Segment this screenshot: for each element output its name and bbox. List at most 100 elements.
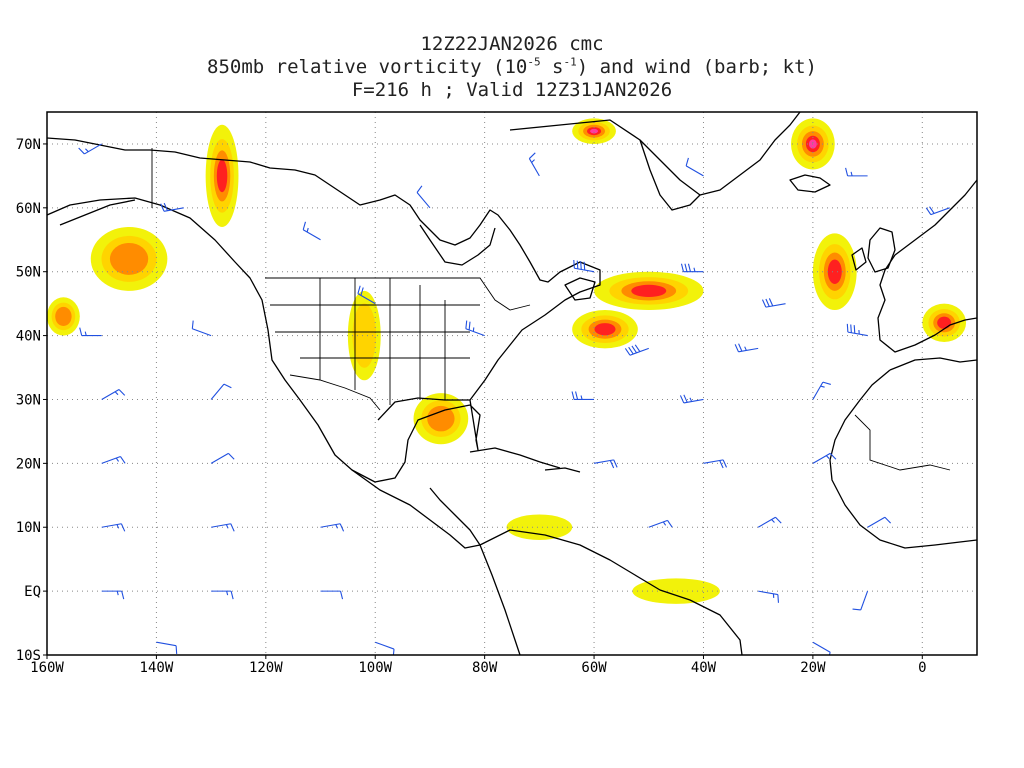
lat-tick-label: 20N [16,456,41,472]
vorticity-shading [47,118,967,604]
wind-barb [375,641,395,655]
lat-tick-label: 70N [16,137,41,153]
title-field-suffix: ) and wind (barb; kt) [576,56,817,78]
title-exp1: -5 [527,55,541,69]
lon-tick-label: 80W [472,660,498,676]
wind-barb [210,383,232,400]
coast-hudson-bay [419,224,496,266]
wind-barb [79,327,102,337]
vorticity-level-4 [937,316,952,329]
vorticity-level-4 [827,259,842,284]
coast-europe [877,179,977,353]
coast-iceland [789,174,831,193]
coast-aleutians [59,199,136,226]
wind-barb [191,320,212,337]
wind-barb [101,590,125,600]
coastlines [47,112,977,655]
coast-north-america [47,137,601,483]
border-us-canada [265,277,531,311]
lon-tick-label: 160W [30,660,64,676]
wind-barb [101,388,126,400]
wind-barb [320,523,345,532]
coast-newfoundland [564,277,596,301]
wind-barb [528,152,540,177]
coast-greenland-south [639,139,701,211]
vorticity-atlantic-low-1 [594,271,704,311]
wind-barb [925,206,950,216]
coast-africa-north [889,357,977,371]
wind-barb [211,590,234,600]
vorticity-south-atlantic [632,578,720,604]
wind-barb [571,391,595,401]
lon-tick-label: 20W [800,660,826,676]
wind-barb [211,523,235,532]
lat-tick-label: 30N [16,392,41,408]
lon-tick-label: 40W [691,660,717,676]
coast-ireland [851,247,867,271]
vorticity-level-4 [594,323,616,336]
wind-barb [758,590,780,603]
vorticity-level-5 [590,128,598,134]
title-valid-line: F=216 h ; Valid 12Z31JAN2026 [351,79,673,101]
plot-frame [46,111,978,656]
vorticity-atlantic-low-2 [572,310,638,349]
lon-tick-label: 120W [249,660,283,676]
wind-barb [761,298,786,308]
wind-barb [210,452,235,464]
lat-tick-label: 60N [16,201,41,217]
lon-tick-label: 100W [358,660,392,676]
title-field-prefix: 850mb relative vorticity (10 [207,56,528,78]
wind-barb [845,167,868,177]
wind-barb [320,590,344,600]
wind-barb [703,459,728,469]
vorticity-alaska-gyre [90,226,168,291]
wind-barb [812,452,837,464]
vorticity-caribbean [506,514,573,541]
coast-british-isles [867,227,896,273]
wind-barb [812,641,831,655]
wind-barb [685,157,704,177]
wind-barb [679,394,704,404]
coast-cuba [469,447,561,469]
wind-barb [357,285,376,305]
vorticity-mediterranean [922,303,967,342]
wind-barb [101,523,126,532]
lat-tick-label: 40N [16,329,41,345]
longitude-labels: 160W 140W 120W 100W 80W 60W 40W 20W 0 [30,655,927,676]
vorticity-level-3 [109,242,149,275]
political-borders [151,148,951,471]
vorticity-level-1 [506,514,573,541]
wind-barb [680,263,704,273]
coast-central-america [351,469,481,549]
title-run-line: 12Z22JAN2026 cmc [420,33,604,55]
wind-barb [78,143,102,155]
title-field-mid: s [540,56,564,78]
graticule [47,112,977,655]
wind-barb [573,259,595,273]
wind-barb [867,516,892,528]
coast-south-america-west [479,544,521,655]
lon-tick-label: 60W [581,660,607,676]
wind-barb [648,519,673,528]
wind-barb [101,455,126,464]
map-title: 12Z22JAN2026 cmc 850mb relative vorticit… [0,33,1024,102]
lat-tick-label: 50N [16,265,41,281]
wind-barb [757,516,782,528]
coast-gulf-mexico [377,397,470,421]
lat-tick-label: 10N [16,520,41,536]
vorticity-pacific-nw-band [205,124,239,227]
vorticity-level-4 [631,284,667,298]
latitude-labels: 70N 60N 50N 40N 30N 20N 10N EQ 10S [16,137,47,664]
coast-africa [829,369,977,549]
border-us-mexico [289,374,381,411]
wind-barb [302,221,321,241]
wind-barbs [78,143,950,655]
wind-barb [416,185,431,209]
vorticity-north-pacific-west [47,297,80,336]
wind-barb [812,381,831,400]
vorticity-level-1 [632,578,720,604]
lat-tick-label: EQ [24,584,41,600]
wind-barb [852,590,869,611]
wind-barb [846,323,868,337]
